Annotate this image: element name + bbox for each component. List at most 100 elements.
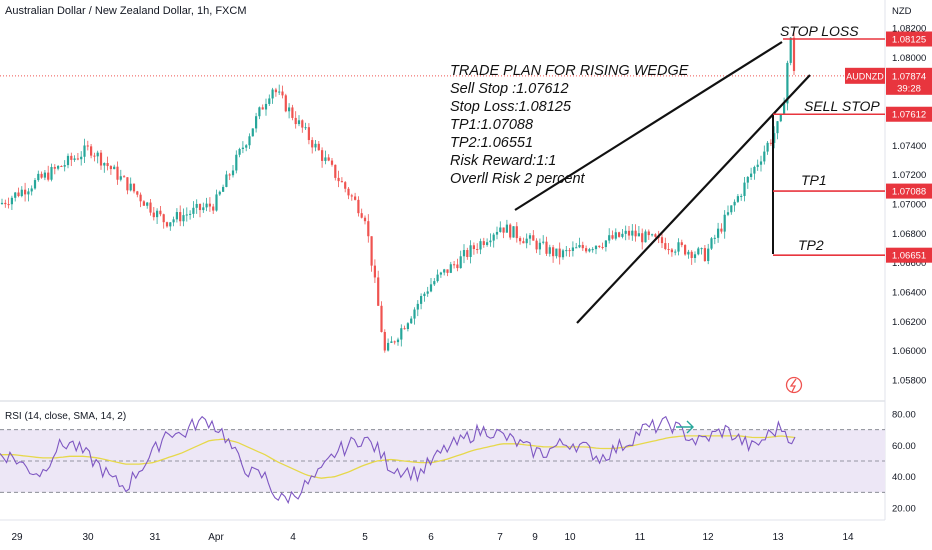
time-tick-label: 7 [497,532,503,543]
time-axis[interactable]: 29 30 31 Apr 4 5 6 7 10 11 12 13 14 9 [11,532,854,543]
candle-body [241,147,244,150]
tp2-price-tag: 1.06651 [892,251,926,262]
candle-body [558,248,561,258]
candle-body [195,203,198,208]
stop-loss-price-tag: 1.08125 [892,35,926,46]
candle-body [7,204,10,206]
candle-body [182,215,185,222]
candles[interactable] [0,33,796,353]
candle-body [291,107,294,118]
candle-body [674,251,677,253]
candle-body [684,245,687,255]
price-tick-label: 1.06200 [892,317,926,328]
candle-body [740,195,743,197]
plan-line: TP2:1.06551 [450,135,533,151]
candle-body [707,248,710,261]
candle-body [63,165,66,167]
candle-body [129,183,132,191]
candle-body [73,158,76,160]
candle-body [185,214,188,216]
candle-body [641,233,644,243]
candle-body [288,107,291,112]
plan-line: Sell Stop :1.07612 [450,81,569,97]
candle-body [37,173,40,181]
candle-body [472,245,475,250]
trade-levels [773,38,885,256]
candle-body [776,121,779,134]
tp1-price-tag: 1.07088 [892,187,926,198]
candle-body [172,219,175,223]
candle-body [756,164,759,167]
candle-body [436,274,439,282]
candle-body [119,176,122,180]
price-tick-label: 1.06000 [892,346,926,357]
rsi-tick-label: 60.00 [892,441,916,452]
candle-body [179,212,182,222]
time-tick-label: 9 [532,532,538,543]
candle-body [608,235,611,241]
trade-plan-text: TRADE PLAN FOR RISING WEDGE Sell Stop :1… [450,63,689,187]
candle-body [103,163,106,166]
price-tick-label: 1.06800 [892,229,926,240]
candle-body [717,228,720,238]
candle-body [426,291,429,294]
candle-body [10,197,13,205]
price-tick-label: 1.07200 [892,170,926,181]
plan-line: Overll Risk 2 percent [450,171,586,187]
candle-body [4,202,7,205]
candle-body [594,245,598,250]
time-tick-label: 14 [842,532,854,543]
candle-body [495,231,499,235]
wedge-lower-line[interactable] [576,74,811,324]
candle-body [139,194,142,202]
candle-body [294,117,297,125]
sell-stop-price-tag: 1.07612 [892,110,926,121]
candle-body [571,247,574,251]
candle-body [20,189,23,197]
candle-body [202,207,205,211]
candle-body [156,210,159,218]
candle-body [429,284,433,292]
time-tick-label: 5 [362,532,368,543]
candle-body [347,188,350,196]
candle-body [552,247,555,257]
candle-body [693,254,697,258]
price-tick-label: 1.08000 [892,53,926,64]
candle-body [175,212,178,220]
candle-body [439,272,442,275]
countdown-tag: 39:28 [897,83,921,94]
candle-body [96,152,99,157]
candle-body [109,166,112,170]
candle-body [149,202,152,213]
candle-body [509,224,512,238]
wedge-upper-line[interactable] [514,41,783,211]
flash-icon[interactable] [785,376,803,394]
rsi-line [0,415,796,505]
arrow-right-icon [676,420,694,434]
candle-body [136,191,139,195]
candle-body [575,247,578,249]
price-tick-label: 1.08200 [892,24,926,35]
candle-body [80,156,83,160]
candle-body [400,328,403,340]
candle-body [792,37,796,71]
time-tick-label: 6 [428,532,434,543]
candle-body [231,170,235,176]
candle-body [624,230,627,234]
candle-body [462,250,466,257]
candle-body [373,265,376,278]
candle-body [769,142,772,144]
candle-body [618,232,621,237]
candle-body [413,309,416,319]
candle-body [30,188,33,192]
candle-body [222,186,225,192]
candle-body [278,91,281,93]
candle-body [627,230,631,236]
candle-body [284,95,287,112]
candle-body [86,145,89,147]
candle-body [651,234,654,236]
candle-body [126,177,129,191]
candle-body [690,251,693,258]
